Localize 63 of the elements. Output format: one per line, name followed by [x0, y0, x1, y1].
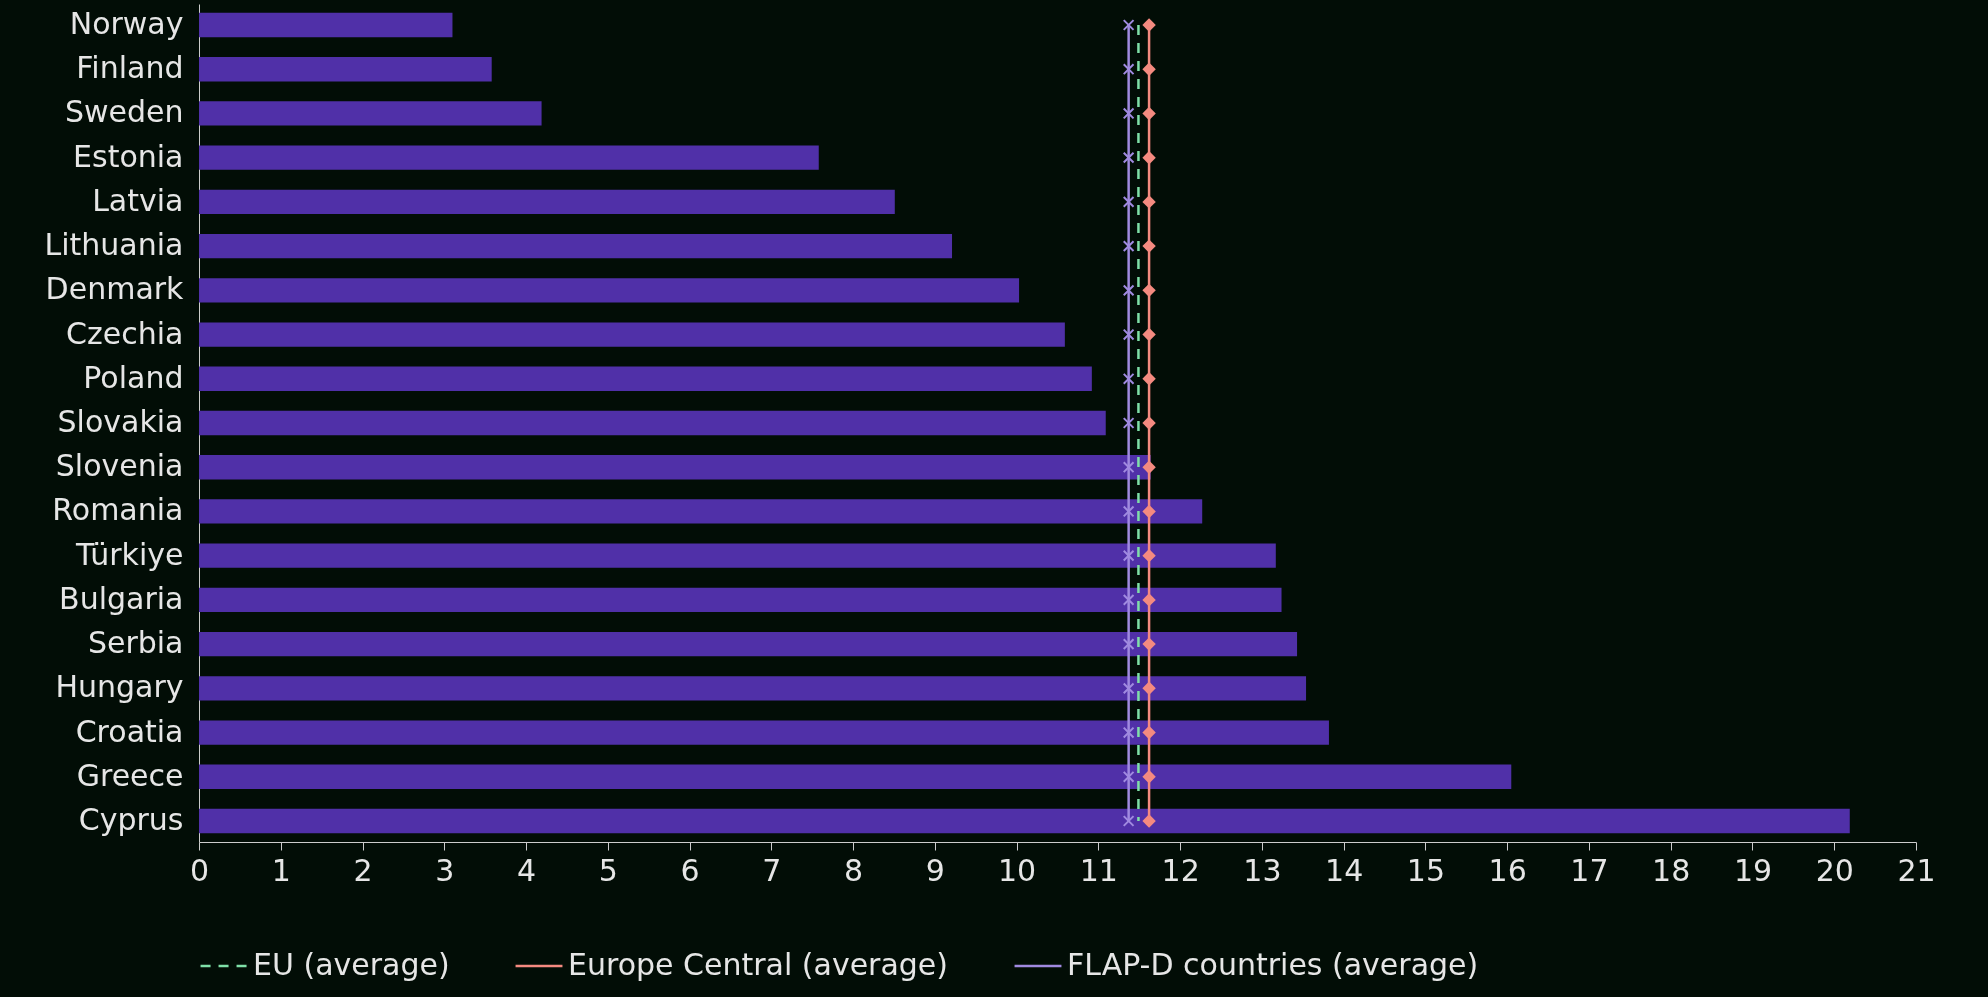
- x-tick-label: 6: [680, 852, 700, 888]
- y-tick-label: Romania: [52, 492, 184, 528]
- y-tick-label: Croatia: [75, 713, 184, 749]
- x-tick-label: 3: [435, 852, 455, 888]
- y-tick-label: Sweden: [64, 94, 184, 130]
- y-tick-label: Latvia: [92, 182, 184, 218]
- bar: [199, 720, 1329, 745]
- x-tick-label: 0: [189, 852, 210, 888]
- y-tick-label: Norway: [69, 6, 184, 42]
- bar: [199, 366, 1092, 391]
- x-tick-label: 19: [1733, 852, 1773, 888]
- bar: [199, 233, 953, 259]
- bar: [199, 764, 1512, 789]
- y-tick-label: Poland: [83, 359, 184, 395]
- legend-label: EU (average): [253, 947, 450, 982]
- x-tick-label: 13: [1243, 852, 1282, 888]
- y-tick-label: Türkiye: [75, 536, 184, 572]
- x-tick-label: 14: [1325, 852, 1364, 888]
- y-tick-label: Slovakia: [57, 404, 184, 439]
- x-tick-label: 1: [271, 852, 291, 888]
- y-tick-label: Serbia: [87, 625, 184, 661]
- x-tick-label: 18: [1652, 852, 1691, 888]
- bar: [199, 587, 1282, 613]
- x-tick-label: 12: [1161, 852, 1200, 888]
- x-tick-label: 21: [1897, 852, 1936, 888]
- y-tick-label: Slovenia: [55, 448, 184, 484]
- y-tick-label: Estonia: [73, 138, 184, 174]
- x-tick-label: 7: [762, 852, 782, 888]
- bar: [199, 410, 1106, 436]
- bar: [199, 808, 1850, 834]
- bar: [199, 455, 1151, 480]
- y-tick-label: Bulgaria: [59, 580, 184, 616]
- legend-label: FLAP-D countries (average): [1067, 947, 1479, 982]
- bar: [199, 631, 1298, 657]
- bar: [199, 101, 542, 126]
- y-tick-label: Greece: [76, 757, 184, 793]
- y-tick-label: Czechia: [66, 315, 184, 351]
- y-tick-label: Hungary: [55, 669, 184, 705]
- y-tick-label: Denmark: [45, 271, 185, 307]
- x-tick-label: 4: [517, 852, 537, 888]
- x-tick-label: 5: [598, 852, 618, 888]
- bar: [199, 57, 492, 82]
- bar: [199, 12, 453, 38]
- bar: [199, 189, 895, 215]
- y-tick-label: Lithuania: [44, 227, 184, 263]
- x-tick-label: 10: [998, 852, 1037, 888]
- x-tick-label: 20: [1815, 852, 1854, 888]
- y-tick-label: Finland: [76, 50, 184, 86]
- x-tick-label: 15: [1406, 852, 1446, 888]
- bar: [199, 278, 1020, 303]
- bar: [199, 543, 1276, 568]
- x-tick-label: 9: [925, 852, 945, 888]
- bar: [199, 499, 1203, 524]
- x-tick-label: 16: [1488, 852, 1527, 888]
- legend-label: Europe Central (average): [568, 947, 949, 982]
- bar: [199, 145, 819, 170]
- x-tick-label: 2: [353, 852, 373, 888]
- x-tick-label: 17: [1570, 852, 1609, 888]
- bar: [199, 676, 1307, 701]
- y-tick-label: Cyprus: [78, 801, 184, 837]
- bar: [199, 322, 1065, 347]
- x-tick-label: 11: [1079, 852, 1118, 888]
- x-tick-label: 8: [844, 852, 864, 888]
